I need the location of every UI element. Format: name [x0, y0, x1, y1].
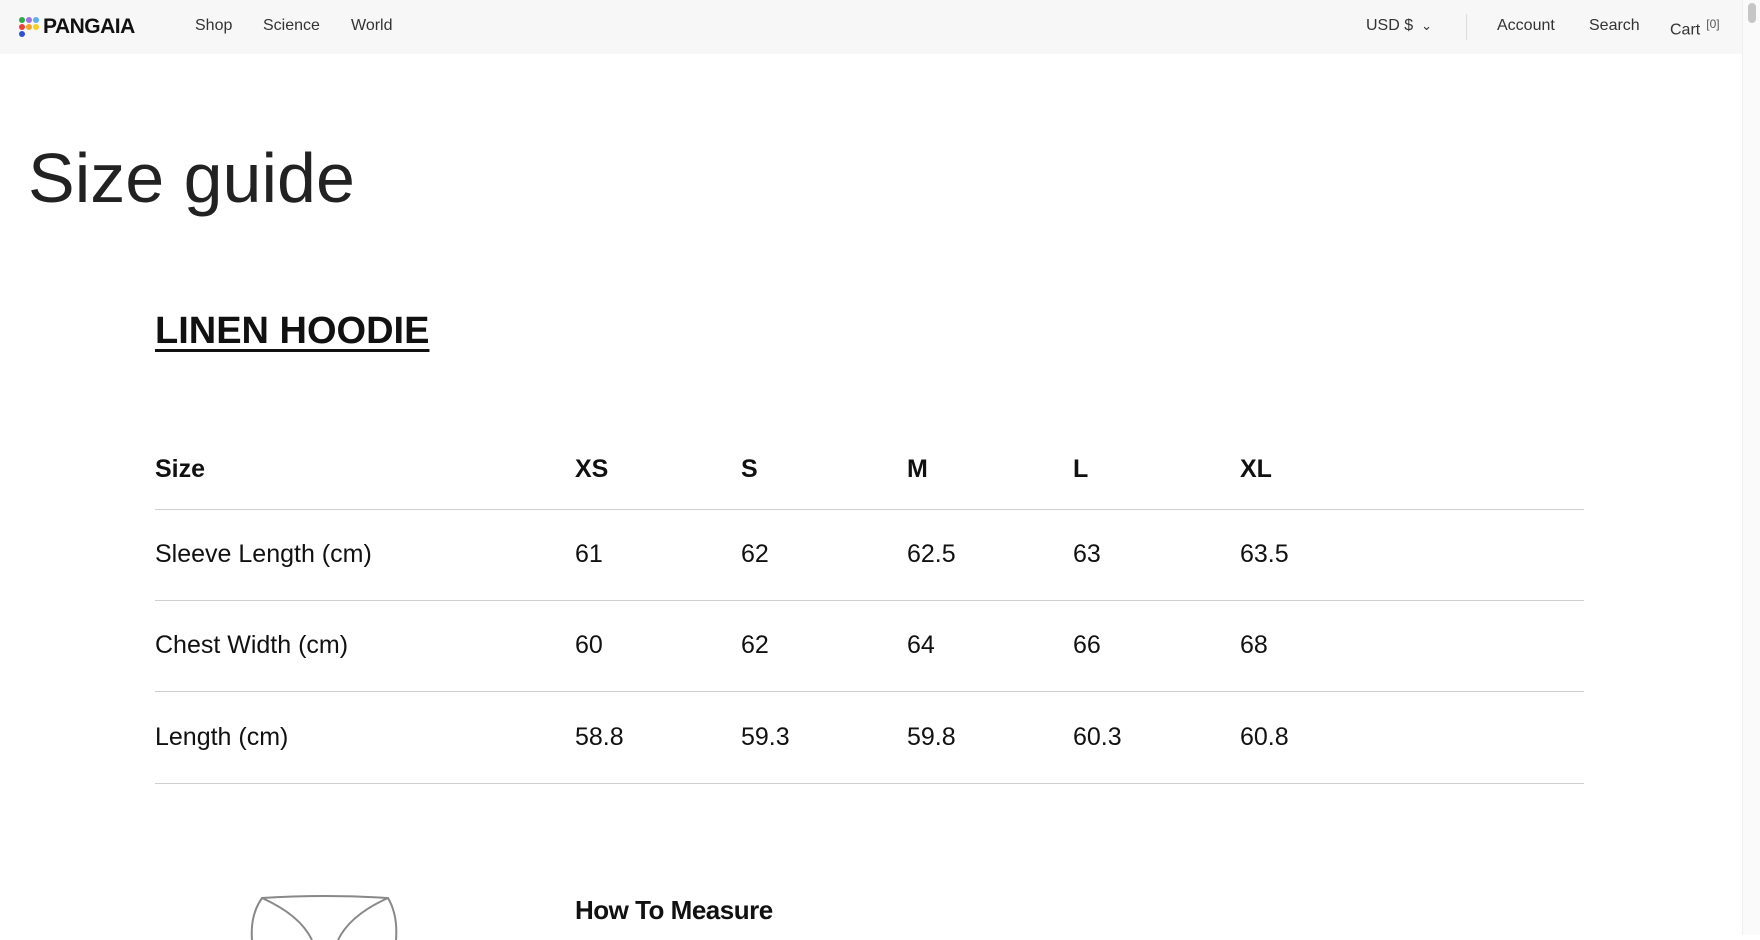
brand-logo[interactable]: PANGAIA	[19, 15, 135, 39]
how-to-measure-title: How To Measure	[575, 895, 773, 925]
search-link[interactable]: Search	[1589, 17, 1640, 34]
cell: 59.3	[741, 690, 907, 784]
header-cell: Size	[155, 454, 206, 483]
cell: Chest Width (cm)	[155, 599, 575, 691]
table-row: Length (cm) 58.8 59.3 59.8 60.3 60.8	[155, 690, 1584, 784]
account-link[interactable]: Account	[1497, 17, 1555, 34]
currency-label: USD $	[1366, 17, 1414, 34]
scrollbar[interactable]	[1742, 0, 1760, 935]
size-table: Size XS S M L XL Sleeve Length (cm) 61 62 6…	[155, 430, 1584, 784]
scrollbar-thumb[interactable]	[1748, 3, 1756, 23]
cell: 68	[1240, 599, 1584, 691]
cell: 60	[575, 599, 741, 691]
cell: Length (cm)	[155, 690, 575, 784]
cell: Sleeve Length (cm)	[155, 508, 575, 600]
cart-count: [0]	[1706, 17, 1720, 31]
top-nav: PANGAIA Shop Science World USD $ ⌄ Accoun…	[0, 0, 1742, 54]
cell: 60.8	[1240, 690, 1584, 784]
cell: 64	[907, 599, 1073, 691]
cell: 58.8	[575, 690, 741, 784]
header-cell: S	[741, 454, 758, 483]
cell: 63	[1073, 508, 1240, 600]
currency-select[interactable]: USD $ ⌄	[1366, 17, 1432, 35]
cell: 62.5	[907, 508, 1073, 600]
header-cell: XS	[575, 454, 609, 483]
hoodie-illustration	[250, 895, 398, 940]
logo-dots-icon	[19, 17, 39, 37]
nav-divider	[1466, 14, 1467, 40]
brand-name: PANGAIA	[43, 15, 135, 38]
cell: 63.5	[1240, 508, 1584, 600]
nav-shop[interactable]: Shop	[195, 17, 233, 34]
cell: 66	[1073, 599, 1240, 691]
nav-world[interactable]: World	[351, 17, 393, 34]
chevron-down-icon: ⌄	[1421, 18, 1433, 33]
cell: 60.3	[1073, 690, 1240, 784]
table-header: Size XS S M L XL	[155, 430, 1584, 509]
table-row: Sleeve Length (cm) 61 62 62.5 63 63.5	[155, 508, 1584, 600]
cart-link[interactable]: Cart [0]	[1670, 17, 1720, 39]
cell: 62	[741, 599, 907, 691]
header-cell: M	[907, 454, 928, 483]
cell: 59.8	[907, 690, 1073, 784]
nav-science[interactable]: Science	[263, 17, 320, 34]
header-cell: L	[1073, 454, 1089, 483]
header-cell: XL	[1240, 454, 1272, 483]
cart-label: Cart	[1670, 21, 1701, 39]
cell: 62	[741, 508, 907, 600]
page-title: Size guide	[28, 139, 355, 217]
table-row: Chest Width (cm) 60 62 64 66 68	[155, 599, 1584, 691]
cell: 61	[575, 508, 741, 600]
product-title: LINEN HOODIE	[155, 310, 430, 352]
